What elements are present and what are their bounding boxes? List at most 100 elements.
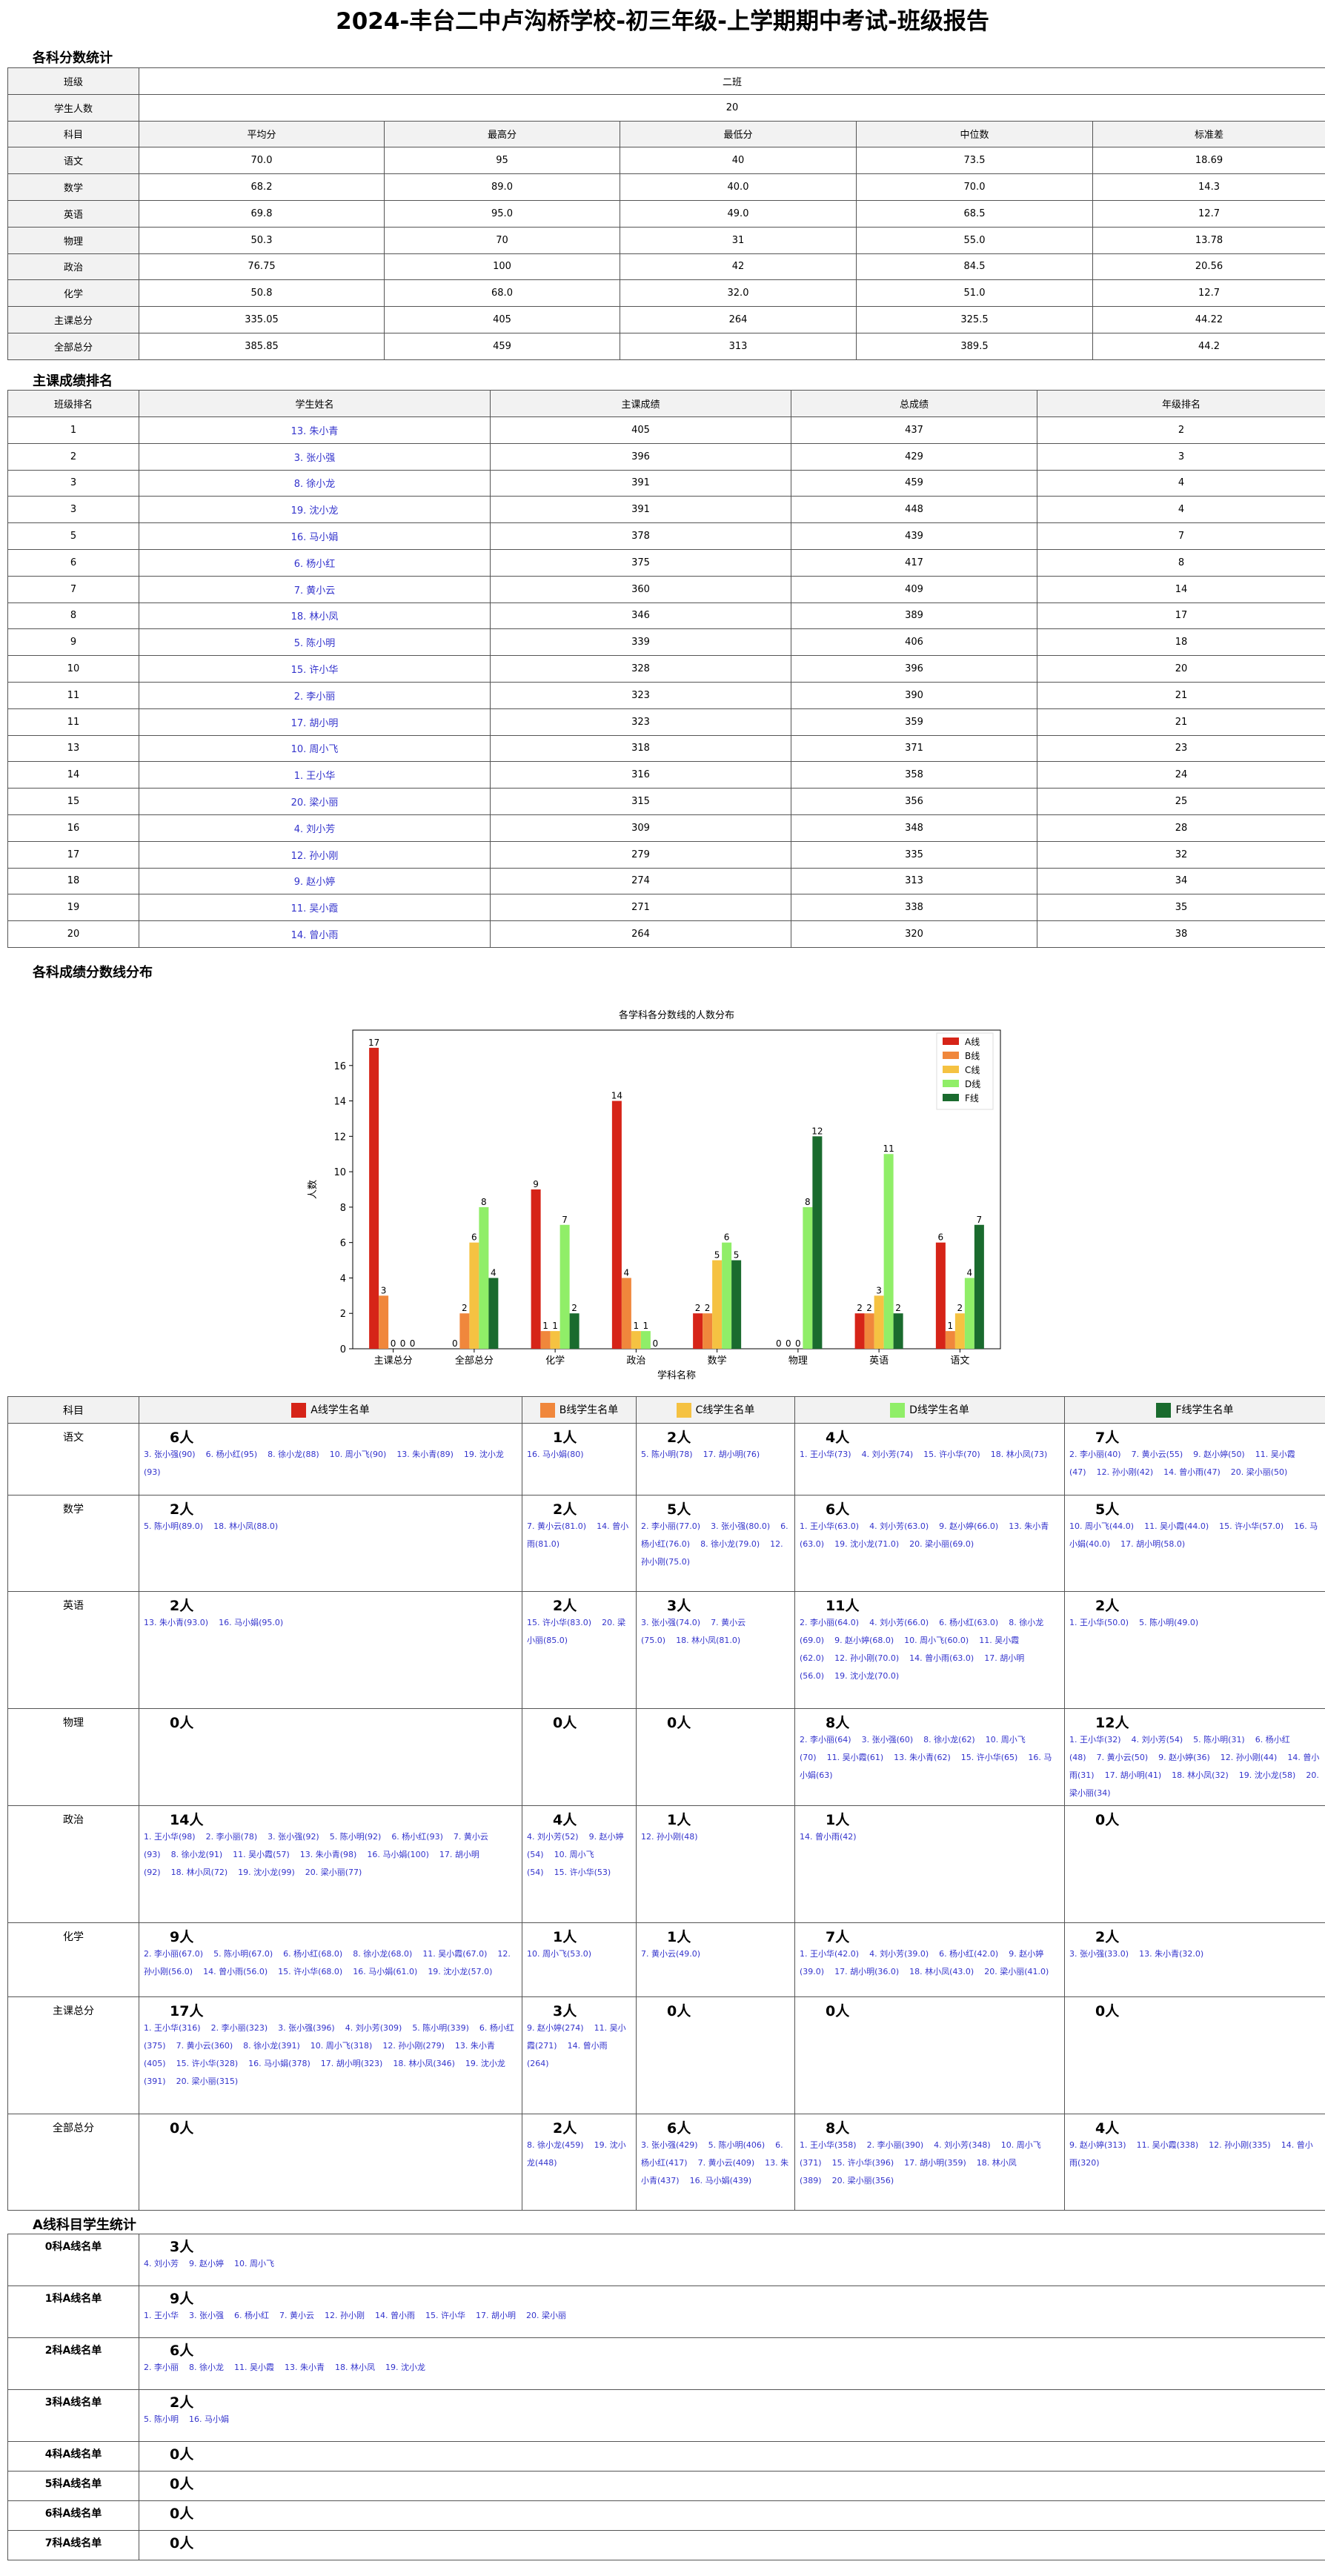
stats-header-cell: 平均分 (139, 120, 385, 148)
bar-value-label: 5 (714, 1250, 720, 1261)
dist-student-name: 11. 吴小霞(61) (826, 1753, 884, 1762)
dist-student-name: 6. 杨小红(68.0) (283, 1949, 343, 1959)
dist-header-label: D线学生名单 (909, 1404, 969, 1416)
bar (864, 1313, 874, 1349)
dist-student-name: 15. 许小华(57.0) (1219, 1521, 1284, 1531)
stats-value-cell: 68.0 (384, 279, 620, 308)
rank-header-cell: 主课成绩 (490, 390, 791, 417)
rank-student-name: 18. 林小凤 (139, 602, 491, 630)
bar-value-label: 3 (876, 1285, 882, 1295)
rank-value-cell: 8 (1037, 548, 1325, 577)
dist-student-name: 17. 胡小明(36.0) (834, 1967, 900, 1976)
dist-name-list: 7. 黄小云(81.0) 14. 曾小雨(81.0) (527, 1518, 631, 1553)
rank-value-cell: 271 (490, 894, 791, 922)
dist-name-list: 9. 赵小婷(313) 11. 吴小霞(338) 12. 孙小刚(335) 14. 曾… (1069, 2137, 1321, 2172)
dist-count: 2人 (553, 2120, 577, 2137)
stats-value-cell: 14.3 (1092, 173, 1325, 201)
dist-student-name: 18. 林小凤(389) (800, 2158, 1017, 2185)
rank-student-name: 2. 李小丽 (139, 681, 491, 709)
stats-subject-cell: 政治 (7, 253, 139, 281)
aline-student-name: 15. 许小华 (425, 2311, 465, 2320)
dist-student-name: 2. 李小丽(77.0) (641, 1521, 701, 1531)
y-tick-label: 4 (340, 1273, 346, 1284)
bar-value-label: 1 (643, 1321, 649, 1331)
dist-line-cell: 12人 1. 王小华(32) 4. 刘小芳(54) 5. 陈小明(31) 6. 杨小红(… (1064, 1708, 1325, 1806)
stats-header-cell: 最低分 (620, 120, 857, 148)
section-title-rank: 主课成绩排名 (33, 374, 113, 389)
stats-value-cell: 70 (384, 226, 620, 254)
dist-student-name: 13. 朱小青(405) (144, 2041, 495, 2068)
section-title-dist: 各科成绩分数线分布 (33, 965, 153, 980)
dist-student-name: 17. 胡小明(41) (1104, 1770, 1162, 1780)
rank-value-cell: 11 (7, 708, 139, 736)
dist-student-name: 14. 曾小雨(63.0) (909, 1653, 974, 1663)
distribution-chart: 各学科各分数线的人数分布 0 2 4 6 8 10 12 14 16 人数 学科名称 主课总分 17 3 0 0… (282, 993, 1037, 1393)
dist-student-name: 7. 黄小云(93) (144, 1832, 488, 1859)
dist-student-name: 13. 朱小青(98) (299, 1850, 357, 1859)
bar-value-label: 2 (695, 1303, 701, 1313)
rank-value-cell: 20 (7, 920, 139, 948)
rank-value-cell: 17 (1037, 602, 1325, 630)
dist-name-list: 2. 李小丽(67.0) 5. 陈小明(67.0) 6. 杨小红(68.0) 8. 徐… (144, 1945, 517, 1981)
bar-value-label: 5 (734, 1250, 740, 1261)
legend-swatch-icon (291, 1403, 307, 1418)
dist-line-cell: 6人 3. 张小强(90) 6. 杨小红(95) 8. 徐小龙(88) 10. 周小飞(… (139, 1423, 522, 1496)
dist-student-name: 4. 刘小芳(66.0) (869, 1618, 929, 1627)
dist-student-name: 2. 李小丽(78) (205, 1832, 258, 1842)
bar-value-label: 1 (948, 1321, 954, 1331)
x-tick-label: 主课总分 (374, 1355, 413, 1367)
dist-line-cell: 0人 (522, 1708, 637, 1806)
dist-line-cell: 1人 12. 孙小刚(48) (636, 1805, 795, 1923)
dist-student-name: 14. 曾小雨(81.0) (527, 1521, 629, 1549)
dist-count: 0人 (553, 1715, 577, 1731)
dist-student-name: 4. 刘小芳(348) (934, 2140, 991, 2150)
dist-name-list: 1. 王小华(42.0) 4. 刘小芳(39.0) 6. 杨小红(42.0) 9. 赵… (800, 1945, 1060, 1981)
dist-count: 3人 (667, 1598, 691, 1614)
dist-student-name: 3. 张小强(396) (278, 2023, 335, 2033)
dist-count: 9人 (170, 1929, 194, 1945)
dist-student-name: 11. 吴小霞(62.0) (800, 1636, 1020, 1663)
x-tick-label: 英语 (869, 1355, 889, 1367)
dist-line-cell: 4人 1. 王小华(73) 4. 刘小芳(74) 15. 许小华(70) 18. 林小凤… (794, 1423, 1065, 1496)
bar (469, 1242, 479, 1349)
dist-line-cell: 1人 10. 周小飞(53.0) (522, 1922, 637, 1997)
aline-student-name: 1. 王小华 (144, 2311, 179, 2320)
aline-student-name: 16. 马小娟 (189, 2414, 229, 2424)
bar-value-label: 0 (653, 1338, 659, 1349)
dist-line-cell: 1人 14. 曾小雨(42) (794, 1805, 1065, 1923)
bar-value-label: 8 (805, 1197, 811, 1207)
bar (640, 1331, 651, 1349)
bar (722, 1242, 732, 1349)
report-title: 2024-丰台二中卢沟桥学校-初三年级-上学期期中考试-班级报告 (336, 8, 989, 35)
rank-value-cell: 14 (7, 761, 139, 789)
rank-value-cell: 20 (1037, 655, 1325, 683)
rank-row: 5 16. 马小娟 378 439 7 (7, 522, 1325, 550)
dist-student-name: 18. 林小凤(346) (393, 2059, 455, 2068)
dist-subject-cell: 政治 (7, 1805, 139, 1923)
stats-subject-cell: 全部总分 (7, 332, 139, 360)
dist-student-name: 2. 李小丽(40) (1069, 1450, 1121, 1459)
dist-student-name: 18. 林小凤(88.0) (213, 1521, 279, 1531)
dist-student-name: 18. 林小凤(81.0) (676, 1636, 741, 1645)
dist-student-name: 1. 王小华(316) (144, 2023, 201, 2033)
stats-value-cell: 50.8 (139, 279, 385, 308)
bar (703, 1313, 713, 1349)
dist-student-name: 6. 杨小红(93) (391, 1832, 443, 1842)
rank-value-cell: 7 (7, 575, 139, 603)
rank-row: 7 7. 黄小云 360 409 14 (7, 575, 1325, 603)
dist-student-name: 19. 沈小龙(58) (1238, 1770, 1296, 1780)
aline-label-cell: 5科A线名单 (7, 2471, 139, 2501)
stats-value-cell: 42 (620, 253, 857, 281)
dist-student-name: 16. 马小娟(80) (527, 1450, 584, 1459)
stats-count-label: 学生人数 (7, 93, 139, 122)
stats-value-cell: 40.0 (620, 173, 857, 201)
dist-student-name: 8. 徐小龙(391) (243, 2041, 300, 2051)
dist-line-cell: 2人 5. 陈小明(78) 17. 胡小明(76) (636, 1423, 795, 1496)
rank-value-cell: 360 (490, 575, 791, 603)
bar (854, 1313, 865, 1349)
y-tick-label: 8 (340, 1203, 346, 1214)
aline-student-name: 12. 孙小刚 (325, 2311, 365, 2320)
dist-student-name: 2. 李小丽(390) (866, 2140, 924, 2150)
